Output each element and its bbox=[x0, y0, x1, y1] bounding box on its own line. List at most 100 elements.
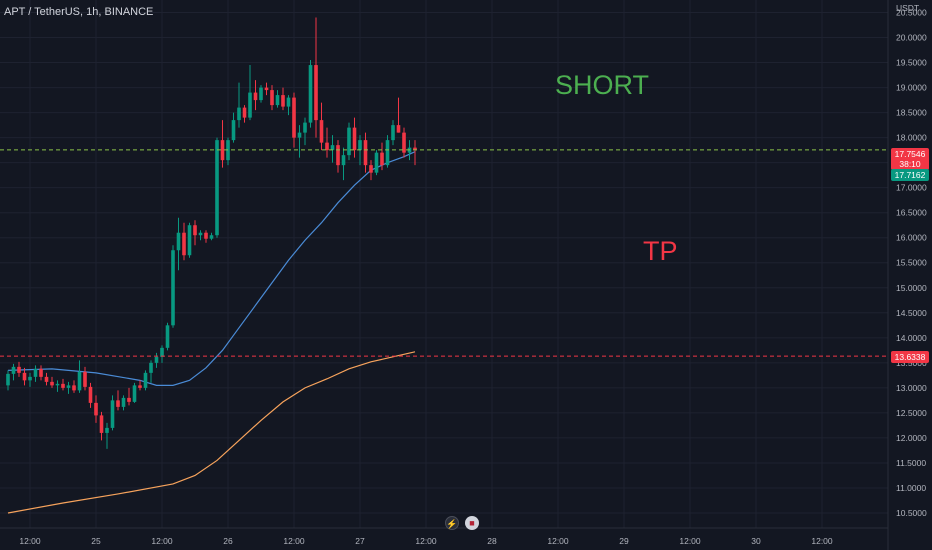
candle-body bbox=[39, 368, 43, 377]
candle-body bbox=[143, 372, 148, 388]
x-tick-label: 12:00 bbox=[19, 536, 41, 546]
candle-body bbox=[50, 381, 54, 386]
ma-slow-line bbox=[7, 351, 416, 514]
candle-body bbox=[77, 371, 82, 391]
candle-body bbox=[33, 368, 38, 377]
x-tick-label: 25 bbox=[91, 536, 101, 546]
y-tick-label: 12.0000 bbox=[896, 433, 927, 443]
y-tick-label: 10.5000 bbox=[896, 508, 927, 518]
x-tick-label: 12:00 bbox=[415, 536, 437, 546]
candle-body bbox=[121, 397, 126, 407]
candle-body bbox=[275, 95, 280, 106]
candle-body bbox=[44, 376, 49, 382]
candle-body bbox=[292, 97, 296, 138]
y-tick-label: 18.0000 bbox=[896, 133, 927, 143]
candle-body bbox=[330, 145, 335, 151]
candle-body bbox=[149, 362, 153, 373]
x-tick-label: 26 bbox=[223, 536, 233, 546]
y-tick-label: 12.5000 bbox=[896, 408, 927, 418]
candle-body bbox=[325, 142, 329, 151]
candle-body bbox=[253, 92, 258, 101]
candle-body bbox=[127, 397, 131, 402]
candle-body bbox=[28, 376, 32, 381]
candle-body bbox=[6, 373, 10, 386]
candle-body bbox=[369, 165, 373, 173]
y-tick-label: 17.0000 bbox=[896, 183, 927, 193]
y-tick-label: 19.5000 bbox=[896, 58, 927, 68]
candle-body bbox=[341, 155, 346, 166]
bottom-icons: ⚡ ■ bbox=[445, 516, 479, 530]
candle-body bbox=[72, 385, 76, 391]
y-axis-unit: USDT bbox=[896, 3, 919, 13]
tp-annotation: TP bbox=[643, 236, 678, 266]
x-tick-label: 12:00 bbox=[679, 536, 701, 546]
y-tick-label: 14.0000 bbox=[896, 333, 927, 343]
candle-body bbox=[314, 65, 318, 121]
candle-body bbox=[231, 120, 236, 141]
candle-body bbox=[402, 132, 406, 153]
candle-body bbox=[160, 347, 164, 357]
candle-body bbox=[17, 366, 21, 373]
chart-grid bbox=[0, 0, 888, 528]
x-tick-label: 12:00 bbox=[283, 536, 305, 546]
candle-body bbox=[66, 385, 71, 388]
candle-body bbox=[385, 140, 390, 166]
price-levels bbox=[0, 149, 888, 357]
us-flag-icon[interactable]: ■ bbox=[465, 516, 479, 530]
x-tick-label: 28 bbox=[487, 536, 497, 546]
candle-body bbox=[248, 92, 252, 118]
y-tick-label: 11.5000 bbox=[896, 458, 926, 468]
candle-body bbox=[182, 232, 186, 256]
last-price-value: 17.7546 bbox=[894, 149, 926, 159]
candle-body bbox=[242, 107, 247, 118]
candle-body bbox=[138, 385, 142, 388]
candle-body bbox=[61, 383, 65, 388]
candle-body bbox=[22, 372, 27, 381]
chart-series bbox=[6, 17, 417, 514]
last-price-label: 17.7546 38:10 bbox=[891, 148, 929, 170]
y-tick-label: 20.0000 bbox=[896, 33, 927, 43]
candle-body bbox=[391, 125, 395, 141]
candle-body bbox=[270, 90, 274, 106]
candle-body bbox=[132, 385, 137, 402]
candle-body bbox=[286, 97, 291, 107]
y-tick-label: 16.5000 bbox=[896, 208, 927, 218]
ma-fast-line bbox=[7, 151, 416, 386]
candle-body bbox=[88, 386, 93, 403]
bar-countdown: 38:10 bbox=[899, 159, 921, 169]
candle-body bbox=[83, 371, 87, 387]
candle-body bbox=[363, 140, 368, 166]
candle-body bbox=[352, 127, 357, 151]
candle-body bbox=[259, 87, 263, 101]
candle-body bbox=[204, 232, 208, 239]
candle-body bbox=[94, 402, 98, 416]
lightning-icon[interactable]: ⚡ bbox=[445, 516, 459, 530]
candle-body bbox=[396, 125, 401, 133]
y-tick-label: 15.5000 bbox=[896, 258, 927, 268]
candle-body bbox=[215, 140, 219, 236]
candle-body bbox=[336, 145, 340, 166]
candle-body bbox=[303, 122, 307, 133]
candle-body bbox=[99, 415, 104, 433]
candle-body bbox=[358, 140, 362, 151]
candle-body bbox=[347, 127, 351, 156]
x-tick-label: 12:00 bbox=[811, 536, 833, 546]
x-tick-label: 27 bbox=[355, 536, 365, 546]
y-tick-label: 14.5000 bbox=[896, 308, 927, 318]
candle-body bbox=[237, 107, 241, 121]
x-tick-label: 29 bbox=[619, 536, 629, 546]
candle-body bbox=[165, 325, 170, 348]
candle-body bbox=[171, 250, 175, 326]
candle-body bbox=[308, 65, 313, 123]
candle-body bbox=[209, 235, 214, 239]
candle-body bbox=[281, 95, 285, 107]
candle-body bbox=[220, 140, 225, 161]
candle-body bbox=[154, 356, 159, 363]
candle-body bbox=[55, 383, 60, 386]
candle-body bbox=[374, 152, 379, 173]
candle-body bbox=[264, 87, 269, 91]
candle-body bbox=[116, 400, 120, 407]
candle-body bbox=[380, 152, 384, 166]
